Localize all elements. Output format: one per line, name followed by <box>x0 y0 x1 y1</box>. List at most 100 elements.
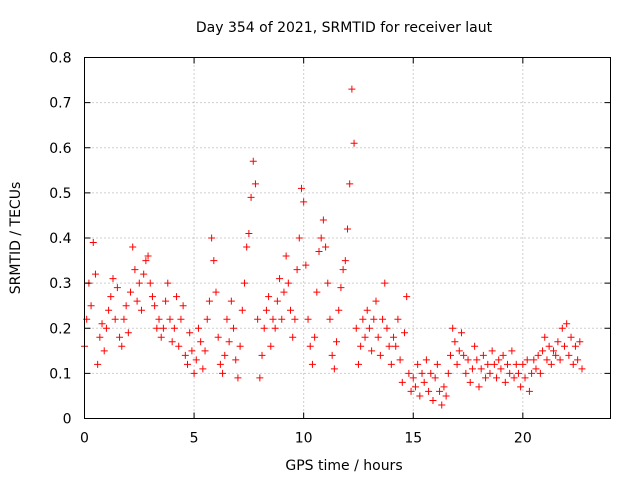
data-point <box>556 356 564 364</box>
data-point <box>451 338 459 346</box>
data-point <box>208 234 216 242</box>
x-tick-label: 5 <box>190 431 199 447</box>
data-point <box>170 324 178 332</box>
data-point <box>383 324 391 332</box>
data-point <box>201 347 209 355</box>
data-point <box>560 342 568 350</box>
data-point <box>127 288 135 296</box>
data-point <box>576 338 584 346</box>
data-point <box>427 369 435 377</box>
data-point <box>528 369 536 377</box>
data-point <box>354 360 362 368</box>
data-point <box>247 193 255 201</box>
data-point <box>493 374 501 382</box>
data-point <box>534 351 542 359</box>
data-point <box>265 293 273 301</box>
data-point <box>322 243 330 251</box>
data-point <box>269 315 277 323</box>
data-point <box>243 243 251 251</box>
data-point <box>416 392 424 400</box>
y-tick-label: 0.2 <box>49 321 71 337</box>
data-point <box>157 333 165 341</box>
data-point <box>449 324 457 332</box>
data-point <box>111 315 119 323</box>
data-point <box>324 279 332 287</box>
data-point <box>337 284 345 292</box>
data-point <box>499 351 507 359</box>
data-point <box>87 302 95 310</box>
data-point <box>254 315 262 323</box>
data-point <box>414 360 422 368</box>
data-point <box>333 338 341 346</box>
y-tick-label: 0 <box>63 412 72 428</box>
data-point <box>328 351 336 359</box>
data-point <box>344 225 351 233</box>
x-axis-label: GPS time / hours <box>285 458 402 474</box>
data-point <box>164 279 172 287</box>
data-point <box>477 365 485 373</box>
data-point <box>234 374 242 382</box>
data-point <box>390 333 398 341</box>
data-point <box>188 347 196 355</box>
data-point <box>490 360 498 368</box>
data-point <box>199 365 207 373</box>
data-point <box>545 342 553 350</box>
data-point <box>409 374 417 382</box>
data-point <box>230 324 238 332</box>
data-point <box>530 356 538 364</box>
data-point <box>227 297 235 305</box>
data-point <box>291 315 299 323</box>
data-point <box>407 387 415 395</box>
data-point <box>436 387 444 395</box>
data-point <box>372 297 380 305</box>
data-point <box>289 333 297 341</box>
data-point <box>471 342 479 350</box>
data-point <box>135 279 143 287</box>
data-point <box>444 369 452 377</box>
data-point <box>133 297 141 305</box>
data-point <box>236 342 244 350</box>
data-point <box>460 351 468 359</box>
y-tick-label: 0.6 <box>49 141 71 157</box>
data-point <box>341 257 349 265</box>
data-point <box>173 293 181 301</box>
data-point <box>497 365 505 373</box>
data-point <box>440 383 448 391</box>
data-point <box>368 347 376 355</box>
data-point <box>394 315 402 323</box>
data-point <box>256 374 264 382</box>
data-point <box>429 396 437 404</box>
data-point <box>550 347 558 355</box>
data-point <box>177 315 185 323</box>
chart-title: Day 354 of 2021, SRMTID for receiver lau… <box>196 20 493 36</box>
data-point <box>300 198 308 206</box>
data-point <box>89 239 97 247</box>
data-point <box>400 329 408 337</box>
data-point <box>359 315 367 323</box>
data-point <box>475 383 483 391</box>
data-point <box>387 360 395 368</box>
data-point <box>398 378 406 386</box>
data-point <box>335 306 343 314</box>
data-point <box>179 302 187 310</box>
data-point <box>420 378 428 386</box>
data-point <box>240 279 248 287</box>
x-tick-label: 15 <box>404 431 422 447</box>
data-point <box>519 360 527 368</box>
data-point <box>131 266 139 274</box>
data-point <box>122 302 130 310</box>
data-point <box>258 351 266 359</box>
y-tick-label: 0.5 <box>49 186 71 202</box>
data-point <box>523 356 531 364</box>
data-point <box>137 306 145 314</box>
data-point <box>116 333 124 341</box>
data-point <box>457 329 465 337</box>
data-point <box>319 216 327 224</box>
data-point <box>186 329 194 337</box>
data-point <box>508 347 516 355</box>
data-point <box>120 315 128 323</box>
data-point <box>306 342 314 350</box>
data-point <box>357 342 365 350</box>
data-point <box>462 369 470 377</box>
